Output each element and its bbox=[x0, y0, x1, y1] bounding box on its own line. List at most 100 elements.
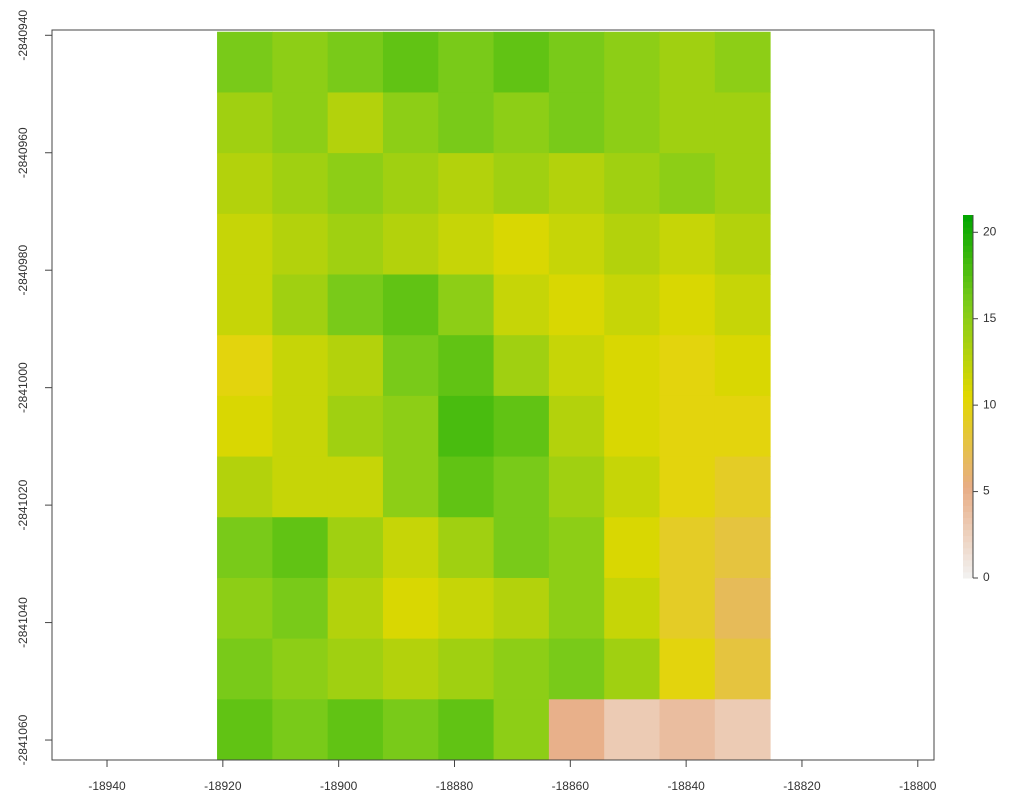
raster-cell bbox=[217, 32, 273, 93]
raster-cell bbox=[328, 396, 384, 457]
legend-swatch bbox=[963, 318, 973, 325]
raster-cell bbox=[604, 578, 660, 639]
legend-tick-label: 20 bbox=[983, 224, 997, 238]
raster-cell bbox=[659, 578, 715, 639]
raster-cell bbox=[604, 92, 660, 153]
legend-swatch bbox=[963, 300, 973, 307]
raster-cell bbox=[549, 517, 605, 578]
raster-cell bbox=[549, 32, 605, 93]
raster-cell bbox=[217, 699, 273, 760]
legend-swatch bbox=[963, 554, 973, 561]
legend-swatch bbox=[963, 354, 973, 361]
raster-cell bbox=[438, 699, 494, 760]
raster-cell bbox=[328, 457, 384, 518]
raster-cell bbox=[328, 214, 384, 275]
x-tick-label: -18800 bbox=[899, 779, 937, 793]
legend-swatch bbox=[963, 530, 973, 537]
raster-cell bbox=[438, 214, 494, 275]
raster-cell bbox=[549, 639, 605, 700]
raster-cell bbox=[328, 153, 384, 214]
raster-cell bbox=[383, 396, 439, 457]
x-tick-label: -18860 bbox=[552, 779, 590, 793]
raster-cell bbox=[272, 335, 328, 396]
raster-cell bbox=[217, 639, 273, 700]
legend-swatch bbox=[963, 439, 973, 446]
legend-swatch bbox=[963, 366, 973, 373]
raster-cell bbox=[604, 32, 660, 93]
raster-cell bbox=[494, 92, 550, 153]
raster-cell bbox=[604, 517, 660, 578]
raster-cell bbox=[272, 92, 328, 153]
raster-cell bbox=[659, 153, 715, 214]
y-tick-label: -2841020 bbox=[16, 479, 30, 530]
legend-swatch bbox=[963, 330, 973, 337]
raster-cell bbox=[659, 275, 715, 336]
raster-cell bbox=[217, 92, 273, 153]
raster-cell bbox=[438, 457, 494, 518]
raster-cell bbox=[217, 578, 273, 639]
chart: -18940-18920-18900-18880-18860-18840-188… bbox=[0, 0, 1012, 801]
raster-cell bbox=[604, 214, 660, 275]
legend-swatch bbox=[963, 384, 973, 391]
legend-swatch bbox=[963, 251, 973, 258]
raster-cell bbox=[715, 214, 771, 275]
raster-cell bbox=[383, 699, 439, 760]
legend-swatch bbox=[963, 445, 973, 452]
x-tick-label: -18840 bbox=[667, 779, 705, 793]
raster-cell bbox=[438, 396, 494, 457]
y-tick-label: -2840980 bbox=[16, 245, 30, 296]
legend-swatch bbox=[963, 324, 973, 331]
raster-cell bbox=[272, 457, 328, 518]
legend-swatch bbox=[963, 269, 973, 276]
raster-cell bbox=[494, 32, 550, 93]
raster-cell bbox=[217, 457, 273, 518]
legend-swatch bbox=[963, 499, 973, 506]
raster-cell bbox=[328, 699, 384, 760]
raster-cell bbox=[217, 275, 273, 336]
raster-cell bbox=[272, 396, 328, 457]
raster-cell bbox=[604, 699, 660, 760]
raster-cell bbox=[438, 578, 494, 639]
legend-swatch bbox=[963, 542, 973, 549]
raster-cell bbox=[494, 699, 550, 760]
legend-swatch bbox=[963, 566, 973, 573]
raster-cell bbox=[328, 578, 384, 639]
x-tick-label: -18880 bbox=[436, 779, 474, 793]
raster-cell bbox=[383, 578, 439, 639]
raster-cell bbox=[494, 457, 550, 518]
raster-cell bbox=[715, 32, 771, 93]
raster-cell bbox=[328, 92, 384, 153]
y-tick-label: -2841040 bbox=[16, 597, 30, 648]
raster-cell bbox=[328, 32, 384, 93]
legend-swatch bbox=[963, 409, 973, 416]
legend-swatch bbox=[963, 421, 973, 428]
legend-swatch bbox=[963, 342, 973, 349]
legend-swatch bbox=[963, 493, 973, 500]
raster-cell bbox=[438, 32, 494, 93]
legend-swatch bbox=[963, 548, 973, 555]
raster-cell bbox=[549, 578, 605, 639]
legend-swatch bbox=[963, 463, 973, 470]
raster-cell bbox=[549, 92, 605, 153]
raster-cell bbox=[604, 153, 660, 214]
legend-tick-label: 0 bbox=[983, 570, 990, 584]
raster-cell bbox=[438, 92, 494, 153]
raster-cell bbox=[438, 275, 494, 336]
raster-cell bbox=[438, 639, 494, 700]
legend-swatch bbox=[963, 263, 973, 270]
legend-swatch bbox=[963, 276, 973, 283]
raster-cell bbox=[715, 396, 771, 457]
raster-cell bbox=[272, 517, 328, 578]
legend-swatch bbox=[963, 481, 973, 488]
legend-swatch bbox=[963, 433, 973, 440]
raster-cell bbox=[328, 517, 384, 578]
legend-swatch bbox=[963, 536, 973, 543]
raster-cell bbox=[272, 578, 328, 639]
raster-cell bbox=[217, 153, 273, 214]
legend-swatch bbox=[963, 221, 973, 228]
raster-cell bbox=[604, 335, 660, 396]
raster-cell bbox=[494, 396, 550, 457]
raster-cell bbox=[659, 92, 715, 153]
raster-cell bbox=[659, 214, 715, 275]
raster-cell bbox=[715, 275, 771, 336]
